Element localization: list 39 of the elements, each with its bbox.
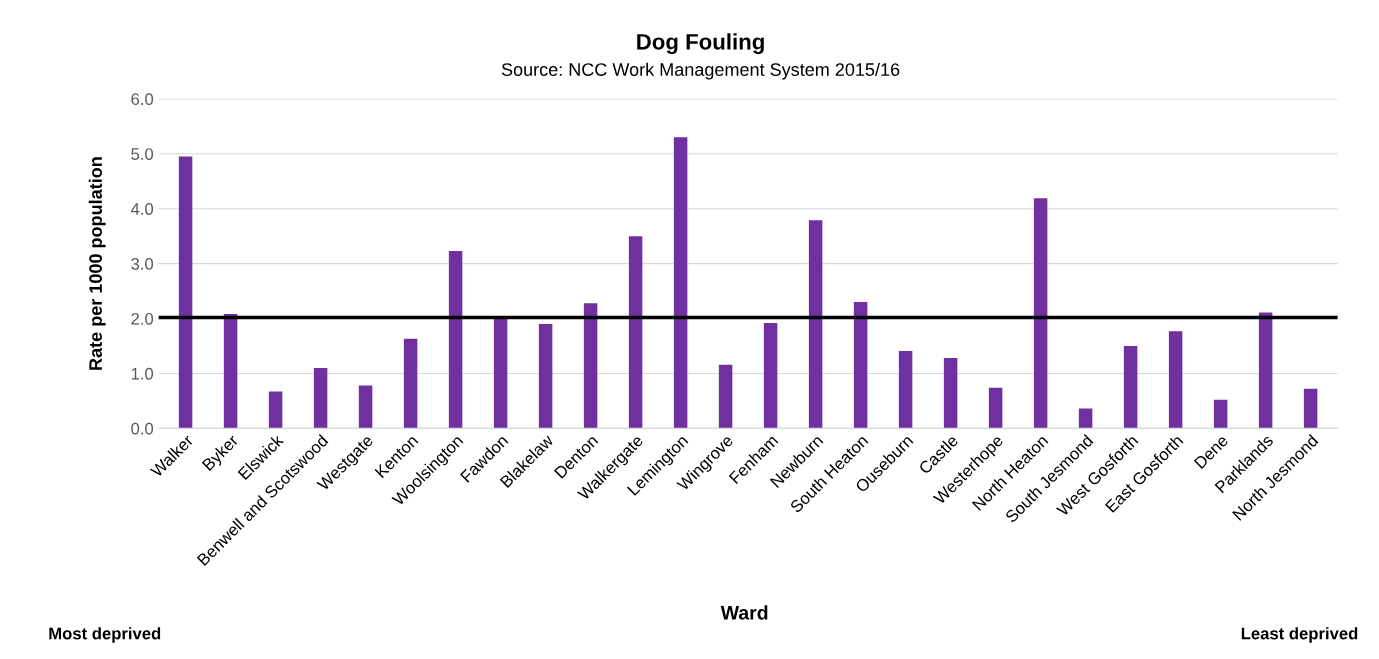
y-tick-label: 6.0 — [131, 93, 154, 106]
bar — [1213, 399, 1228, 429]
bar — [1078, 408, 1093, 429]
bar — [358, 385, 373, 429]
y-tick-label: 2.0 — [131, 312, 154, 325]
text: Least deprived — [1241, 627, 1358, 643]
bar — [808, 220, 823, 429]
y-axis-title: Rate per 1000 population — [88, 157, 106, 370]
bar — [178, 156, 193, 429]
bar — [898, 350, 913, 429]
y-tick-label: 1.0 — [131, 367, 154, 380]
bar — [223, 314, 238, 429]
bar — [673, 137, 688, 429]
bar — [448, 250, 463, 429]
bar — [718, 364, 733, 429]
bar — [988, 387, 1003, 429]
bar — [943, 358, 958, 429]
bar — [763, 322, 778, 429]
bar — [268, 391, 283, 429]
bar — [493, 318, 508, 429]
bar — [628, 236, 643, 429]
bar — [1258, 312, 1273, 429]
bar — [853, 302, 868, 429]
y-tick-label: 5.0 — [131, 148, 154, 160]
chart-subtitle: Source: NCC Work Management System 2015/16 — [501, 62, 900, 80]
y-tick-label: 4.0 — [130, 203, 154, 215]
text: Most deprived — [49, 627, 161, 643]
bar — [313, 367, 328, 429]
bar — [1303, 388, 1318, 429]
bar — [538, 324, 553, 429]
bar — [403, 338, 418, 429]
y-tick-label: 3.0 — [131, 258, 154, 270]
bar — [1123, 345, 1138, 429]
y-tick-label: 0.0 — [131, 422, 154, 435]
bar — [583, 303, 598, 429]
bar — [1168, 331, 1183, 429]
x-axis-title: Ward — [720, 605, 768, 620]
bar — [1033, 198, 1048, 429]
chart-title: Dog Fouling — [637, 33, 764, 55]
